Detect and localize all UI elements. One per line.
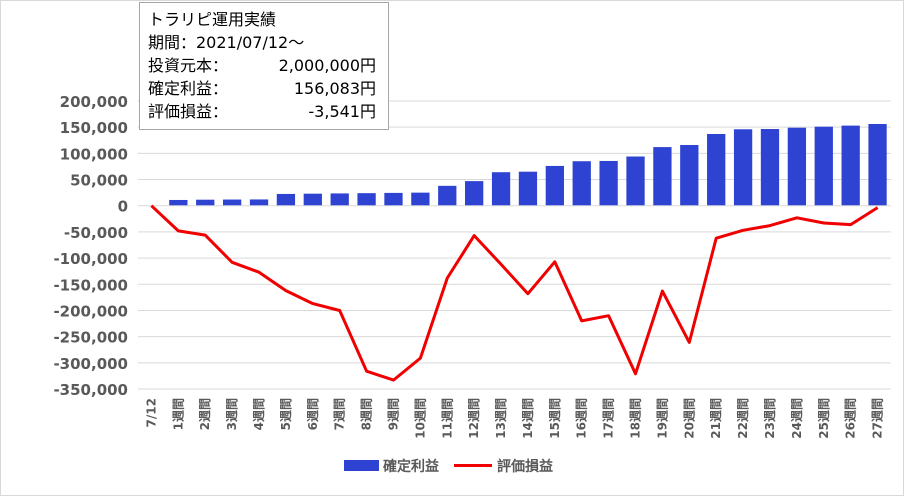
x-tick-label: 15週間 <box>547 398 562 439</box>
x-tick-label: 9週間 <box>385 398 400 430</box>
bar <box>465 181 484 206</box>
bar <box>169 199 188 206</box>
bar-series-確定利益 <box>169 123 887 206</box>
x-tick-label: 23週間 <box>762 398 777 439</box>
bar <box>599 160 618 206</box>
bar <box>491 172 511 206</box>
summary-info-box: トラリピ運用実績 期間：2021/07/12～ 投資元本： 2,000,000円… <box>139 2 389 130</box>
legend-label-line: 評価損益 <box>497 458 553 475</box>
x-tick-label: 19週間 <box>654 398 669 439</box>
bar <box>707 133 726 206</box>
info-value: 156,083円 <box>293 79 376 98</box>
y-tick-label: 100,000 <box>60 145 128 163</box>
x-tick-label: 6週間 <box>305 398 320 430</box>
x-tick-label: 14週間 <box>520 398 535 439</box>
x-tick-label: 26週間 <box>843 398 858 439</box>
bar <box>868 123 887 206</box>
info-title: トラリピ運用実績 <box>148 10 277 29</box>
x-tick-label: 18週間 <box>628 398 643 439</box>
info-row-principal: 投資元本： 2,000,000円 <box>148 54 380 77</box>
x-tick-label: 10週間 <box>412 398 427 439</box>
bar <box>438 185 457 206</box>
bar <box>303 193 322 206</box>
y-tick-label: -350,000 <box>53 381 128 399</box>
bar <box>411 192 430 206</box>
x-tick-label: 3週間 <box>224 398 239 430</box>
bar <box>196 199 215 206</box>
x-tick-label: 24週間 <box>789 398 804 439</box>
x-tick-label: 1週間 <box>170 398 185 430</box>
x-tick-label: 12週間 <box>466 398 481 439</box>
y-tick-label: 0 <box>118 198 128 216</box>
bar <box>733 129 753 206</box>
y-tick-label: -300,000 <box>53 355 128 373</box>
x-tick-label: 13週間 <box>493 398 508 439</box>
x-tick-label: 20週間 <box>681 398 696 439</box>
legend: 確定利益 評価損益 <box>344 458 553 475</box>
bar <box>384 192 403 206</box>
y-tick-label: -100,000 <box>53 250 128 268</box>
bar <box>760 129 780 206</box>
x-tick-label: 8週間 <box>359 398 374 430</box>
bar <box>222 199 242 206</box>
y-tick-label: 150,000 <box>60 119 128 137</box>
y-tick-label: -50,000 <box>64 224 128 242</box>
x-tick-label: 16週間 <box>574 398 589 439</box>
x-tick-label: 11週間 <box>439 398 454 439</box>
bar <box>518 171 538 206</box>
info-period: 期間：2021/07/12～ <box>148 33 305 52</box>
bar <box>545 165 564 206</box>
y-tick-label: -150,000 <box>53 276 128 294</box>
y-tick-label: 50,000 <box>70 172 128 190</box>
info-value: -3,541円 <box>308 102 376 121</box>
x-axis-ticks: 7/12 1週間 2週間 3週間 4週間 5週間 6週間 7週間 8週間 9週間 10週間 11週間 1… <box>144 398 884 439</box>
bar <box>572 161 591 206</box>
bar <box>330 193 349 206</box>
x-tick-label: 7/12 <box>144 398 158 427</box>
bar <box>357 193 376 206</box>
x-tick-label: 2週間 <box>197 398 212 430</box>
y-tick-label: 200,000 <box>60 93 128 111</box>
x-tick-label: 25週間 <box>816 398 831 439</box>
x-tick-label: 4週間 <box>251 398 266 430</box>
x-tick-label: 21週間 <box>708 398 723 439</box>
info-row-realized-profit: 確定利益： 156,083円 <box>148 77 380 100</box>
bar <box>276 193 296 206</box>
y-tick-label: -250,000 <box>53 329 128 347</box>
x-tick-label: 5週間 <box>278 398 293 430</box>
bar <box>653 147 672 206</box>
bar <box>814 126 833 206</box>
x-tick-label: 17週間 <box>601 398 616 439</box>
x-tick-label: 22週間 <box>735 398 750 439</box>
legend-label-bar: 確定利益 <box>383 458 439 475</box>
line-series-評価損益 <box>150 204 879 382</box>
info-label: 評価損益： <box>148 102 229 121</box>
info-value: 2,000,000円 <box>278 56 376 75</box>
bar <box>787 127 807 206</box>
bar <box>841 125 860 206</box>
info-label: 確定利益： <box>148 79 229 98</box>
info-row-unrealized-pl: 評価損益： -3,541円 <box>148 100 380 123</box>
bar <box>249 199 269 206</box>
x-tick-label: 7週間 <box>332 398 347 430</box>
info-label: 投資元本： <box>148 56 229 75</box>
y-tick-label: -200,000 <box>53 302 128 320</box>
series-line <box>150 204 879 382</box>
bar <box>680 144 699 206</box>
bar <box>626 156 645 206</box>
legend-swatch-bar <box>344 460 379 471</box>
x-tick-label: 27週間 <box>870 398 885 439</box>
y-axis-ticks: 200,000 150,000 100,000 50,000 0 -50,000 -100,… <box>53 93 128 399</box>
